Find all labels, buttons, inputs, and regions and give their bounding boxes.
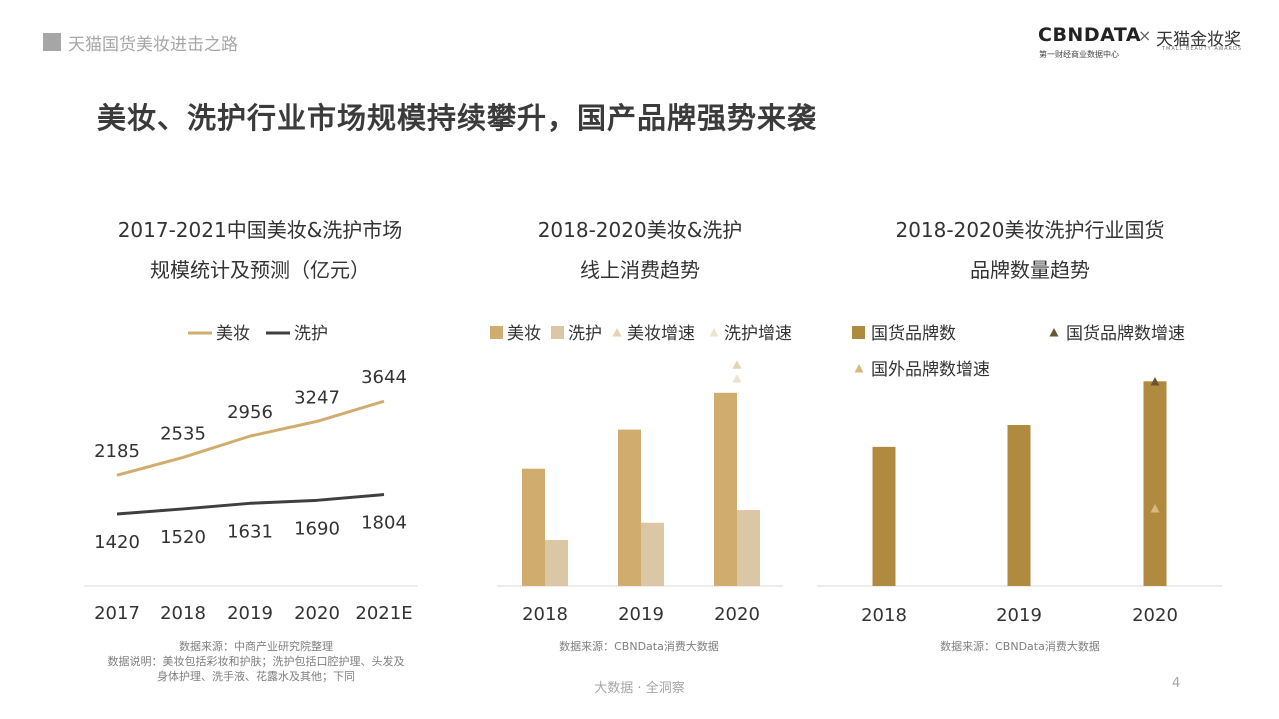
chart3-bar-brands xyxy=(1143,381,1167,586)
chart3-bar-brands xyxy=(1007,425,1031,586)
chart3-point-foreign-growth xyxy=(1150,503,1160,513)
chart3-legend-label-brands: 国货品牌数 xyxy=(871,324,956,344)
chart1-data-label-beauty: 3644 xyxy=(361,367,407,388)
chart1-x-tick-label: 2020 xyxy=(294,603,340,624)
page-number: 4 xyxy=(1172,676,1181,691)
chart2-legend-swatch-beauty-growth xyxy=(612,328,622,337)
chart1-title-line2: 规模统计及预测（亿元） xyxy=(150,258,370,282)
chart1-x-tick-label: 2021E xyxy=(355,603,412,624)
chart3-title-line2: 品牌数量趋势 xyxy=(970,258,1090,282)
chart1-data-label-care: 1804 xyxy=(361,513,407,534)
chart3-title-line1: 2018-2020美妆洗护行业国货 xyxy=(895,218,1165,242)
chart2-bar-care xyxy=(545,540,568,586)
chart3-legend-label-brand-growth: 国货品牌数增速 xyxy=(1066,324,1185,344)
chart3-legend-label-foreign-growth: 国外品牌数增速 xyxy=(871,360,990,380)
chart3-source-note: 数据来源：CBNData消费大数据 xyxy=(940,639,1100,653)
header-title: 天猫国货美妆进击之路 xyxy=(68,35,238,55)
chart2-x-tick-label: 2019 xyxy=(618,604,664,625)
chart3-title: 2018-2020美妆洗护行业国货 品牌数量趋势 xyxy=(830,210,1230,290)
chart1-source-note: 数据说明：美妆包括彩妆和护肤；洗护包括口腔护理、头发及 xyxy=(108,654,405,668)
chart3-x-tick-label: 2018 xyxy=(861,605,907,626)
chart1-title-line1: 2017-2021中国美妆&洗护市场 xyxy=(117,218,403,242)
chart1-data-label-care: 1631 xyxy=(227,521,273,542)
header-square-icon xyxy=(43,33,61,51)
chart1-data-label-beauty: 2956 xyxy=(227,402,273,423)
chart2-bar-beauty xyxy=(618,429,641,586)
chart2-legend-swatch-care xyxy=(551,326,564,339)
chart1-series-line-care xyxy=(116,493,385,516)
chart1-data-label-beauty: 2185 xyxy=(94,441,140,462)
chart3-point-brand-growth xyxy=(1150,377,1160,386)
chart2-legend-label-beauty-growth: 美妆增速 xyxy=(627,324,695,344)
chart3-legend-swatch-brands xyxy=(852,326,865,339)
chart2-legend-label-care: 洗护 xyxy=(568,324,602,344)
chart1-x-tick-label: 2018 xyxy=(160,603,206,624)
chart1-legend-label-care: 洗护 xyxy=(294,324,328,344)
chart2-legend-label-care-growth: 洗护增速 xyxy=(724,324,792,344)
chart1-source-note: 身体护理、洗手液、花露水及其他；下同 xyxy=(157,669,355,683)
cbndata-subtitle: 第一财经商业数据中心 xyxy=(1039,50,1119,59)
chart2-x-tick-label: 2018 xyxy=(522,604,568,625)
cbndata-wordmark: CBNDATA xyxy=(1038,24,1142,46)
chart2-point-care-growth xyxy=(732,374,742,383)
chart2-bar-beauty xyxy=(714,392,737,586)
chart2-legend-swatch-beauty xyxy=(490,326,503,339)
chart2-legend-swatch-care-growth xyxy=(709,328,719,337)
chart2-legend-label-beauty: 美妆 xyxy=(507,324,541,344)
chart2-bar-beauty xyxy=(522,468,545,586)
chart2-title-line2: 线上消费趋势 xyxy=(580,258,700,282)
chart2-point-beauty-growth xyxy=(732,360,742,369)
chart1-x-tick-label: 2017 xyxy=(94,603,140,624)
times-separator: × xyxy=(1138,26,1152,45)
chart1-x-tick-label: 2019 xyxy=(227,603,273,624)
chart3-x-tick-label: 2019 xyxy=(996,605,1042,626)
chart1-data-label-beauty: 2535 xyxy=(160,423,206,444)
tmall-awards-wordmark: 天猫金妆奖 xyxy=(1156,30,1241,50)
chart1-title: 2017-2021中国美妆&洗护市场 规模统计及预测（亿元） xyxy=(60,210,460,290)
chart2-bar-care xyxy=(641,522,664,586)
chart1-data-label-care: 1520 xyxy=(160,527,206,548)
chart1-source-note: 数据来源：中商产业研究院整理 xyxy=(179,639,333,653)
chart1-data-label-beauty: 3247 xyxy=(294,387,340,408)
chart1-data-label-care: 1690 xyxy=(294,518,340,539)
chart1-data-label-care: 1420 xyxy=(94,532,140,553)
chart2-title-line1: 2018-2020美妆&洗护 xyxy=(537,218,743,242)
chart3-legend-swatch-brand-growth xyxy=(1049,328,1059,337)
cbndata-tmall-logo: CBNDATA 第一财经商业数据中心 × 天猫金妆奖 TMALL BEAUTY … xyxy=(1038,24,1248,64)
chart1-series-line-beauty xyxy=(116,399,385,477)
footer-slogan: 大数据 · 全洞察 xyxy=(594,681,685,696)
chart3-x-tick-label: 2020 xyxy=(1132,605,1178,626)
chart2-x-tick-label: 2020 xyxy=(714,604,760,625)
chart2-title: 2018-2020美妆&洗护 线上消费趋势 xyxy=(470,210,810,290)
chart3-legend-swatch-foreign-growth xyxy=(854,364,864,373)
tmall-awards-subtitle: TMALL BEAUTY AWARDS xyxy=(1162,46,1243,52)
chart3-bar-brands xyxy=(872,446,896,586)
page-title: 美妆、洗护行业市场规模持续攀升，国产品牌强势来袭 xyxy=(97,101,818,135)
chart1-legend-label-beauty: 美妆 xyxy=(216,324,250,344)
chart2-bar-care xyxy=(737,510,760,586)
chart2-source-note: 数据来源：CBNData消费大数据 xyxy=(559,639,719,653)
